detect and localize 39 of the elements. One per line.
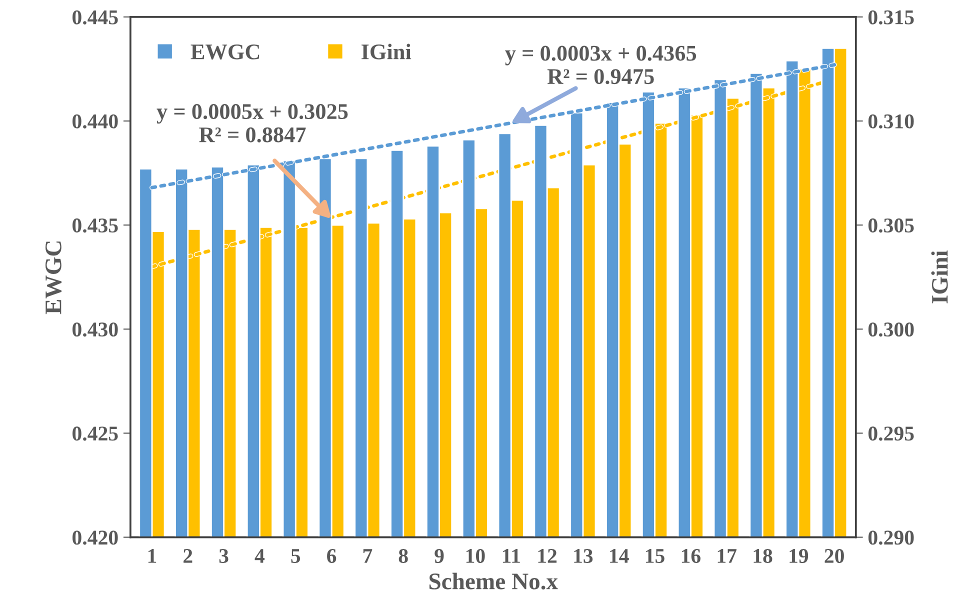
y2-axis-title: IGini	[931, 250, 948, 304]
y2-tick-label: 0.295	[868, 426, 914, 441]
legend-label: IGini	[362, 44, 412, 60]
legend-label: EWGC	[190, 44, 260, 60]
x-tick-label: 20	[824, 548, 844, 564]
annotation: y = 0.0003x + 0.4365 R² = 0.9475	[505, 46, 696, 84]
y2-tick-label: 0.300	[868, 322, 914, 337]
y-tick-label: 0.425	[72, 426, 118, 441]
x-tick-label: 14	[610, 549, 629, 563]
x-tick-label: 18	[754, 548, 772, 564]
y-tick-label: 0.440	[72, 114, 118, 129]
x-tick-label: 2	[184, 549, 192, 563]
x-tick-label: 6	[327, 549, 336, 564]
x-tick-label: 10	[466, 548, 485, 564]
x-tick-label: 1	[148, 549, 156, 563]
y2-tick-label: 0.310	[868, 114, 914, 129]
x-tick-label: 8	[398, 548, 408, 564]
x-tick-label: 13	[574, 549, 593, 564]
y2-tick-label: 0.290	[868, 530, 914, 545]
y2-tick-label: 0.315	[868, 10, 914, 24]
y2-tick-label: 0.305	[868, 218, 914, 233]
y-tick-label: 0.445	[72, 10, 118, 24]
x-tick-label: 11	[502, 549, 520, 563]
y-tick-label: 0.435	[72, 218, 118, 233]
x-tick-label: 9	[434, 549, 444, 564]
annotation: y = 0.0005x + 0.3025 R² = 0.8847	[156, 104, 348, 142]
y-tick-label: 0.420	[72, 530, 118, 545]
x-tick-label: 19	[790, 549, 808, 564]
x-tick-label: 7	[363, 549, 372, 563]
x-tick-label: 12	[538, 549, 557, 563]
y-axis-title: EWGC	[46, 242, 62, 314]
x-axis-title: Scheme No.x	[429, 572, 558, 590]
x-tick-label: 4	[254, 549, 265, 563]
x-tick-label: 3	[219, 549, 228, 564]
x-tick-label: 17	[718, 549, 736, 563]
x-tick-label: 5	[291, 549, 300, 564]
x-tick-label: 15	[646, 549, 664, 564]
y-tick-label: 0.430	[72, 322, 118, 337]
x-tick-label: 16	[682, 549, 700, 564]
